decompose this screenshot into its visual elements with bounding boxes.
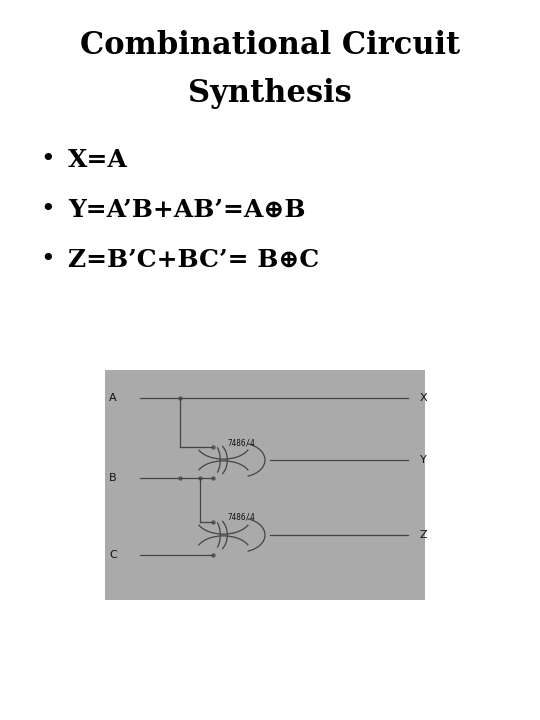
Text: 7486/4: 7486/4	[227, 438, 255, 447]
Text: B: B	[110, 473, 117, 483]
Text: •: •	[40, 248, 56, 271]
Text: Y=A’B+AB’=A⊕B: Y=A’B+AB’=A⊕B	[68, 198, 306, 222]
Text: Combinational Circuit: Combinational Circuit	[80, 30, 460, 61]
Text: C: C	[109, 550, 117, 560]
Text: X=A: X=A	[68, 148, 128, 172]
Text: Synthesis: Synthesis	[188, 78, 352, 109]
Text: Z=B’C+BC’= B⊕C: Z=B’C+BC’= B⊕C	[68, 248, 319, 272]
Text: X: X	[420, 393, 428, 403]
Text: •: •	[40, 198, 56, 221]
Bar	[105, 370, 425, 600]
Text: Y: Y	[420, 455, 427, 465]
Text: 7486/4: 7486/4	[227, 513, 255, 522]
Text: •: •	[40, 148, 56, 171]
Text: Z: Z	[420, 530, 428, 540]
Text: A: A	[110, 393, 117, 403]
